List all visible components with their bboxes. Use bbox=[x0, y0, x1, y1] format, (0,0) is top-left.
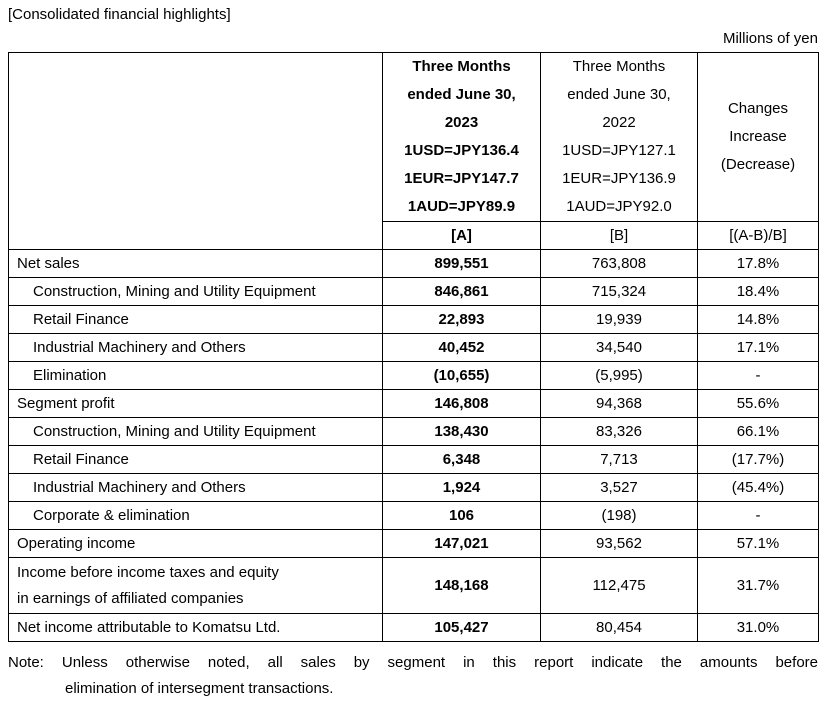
value-b: 112,475 bbox=[540, 557, 698, 614]
header-line: 1AUD=JPY92.0 bbox=[566, 198, 672, 215]
value-b: 19,939 bbox=[540, 305, 698, 334]
value-b: 3,527 bbox=[540, 473, 698, 502]
row-label: Segment profit bbox=[8, 389, 383, 418]
value-a: (10,655) bbox=[382, 361, 541, 390]
value-a: 147,021 bbox=[382, 529, 541, 558]
row-label: Income before income taxes and equity in… bbox=[8, 557, 383, 614]
value-b: (5,995) bbox=[540, 361, 698, 390]
header-line: 2022 bbox=[602, 114, 636, 131]
value-a: 146,808 bbox=[382, 389, 541, 418]
value-change: 18.4% bbox=[697, 277, 819, 306]
footnote: Note: Unless otherwise noted, all sales … bbox=[8, 650, 818, 702]
value-a: 138,430 bbox=[382, 417, 541, 446]
header-line: Increase bbox=[729, 128, 787, 145]
table-row: Construction, Mining and Utility Equipme… bbox=[8, 417, 819, 446]
footnote-line: elimination of intersegment transactions… bbox=[65, 680, 334, 697]
row-label: Elimination bbox=[8, 361, 383, 390]
row-label: Retail Finance bbox=[8, 445, 383, 474]
value-a: 1,924 bbox=[382, 473, 541, 502]
value-a: 899,551 bbox=[382, 249, 541, 278]
value-change: 57.1% bbox=[697, 529, 819, 558]
value-change: (45.4%) bbox=[697, 473, 819, 502]
footnote-line: Note: Unless otherwise noted, all sales … bbox=[8, 654, 818, 671]
header-line: Three Months bbox=[412, 58, 511, 75]
value-a: 105,427 bbox=[382, 613, 541, 642]
value-b: 83,326 bbox=[540, 417, 698, 446]
header-period-2022: Three Months ended June 30, 2022 1USD=JP… bbox=[540, 52, 698, 222]
table-row: Retail Finance 6,348 7,713 (17.7%) bbox=[8, 445, 819, 474]
header-line: 1AUD=JPY89.9 bbox=[407, 198, 516, 215]
table-row: Construction, Mining and Utility Equipme… bbox=[8, 277, 819, 306]
value-change: - bbox=[697, 501, 819, 530]
value-a: 846,861 bbox=[382, 277, 541, 306]
header-line: 1USD=JPY136.4 bbox=[404, 142, 519, 159]
column-tag-a: [A] bbox=[382, 221, 541, 250]
column-tag-b: [B] bbox=[540, 221, 698, 250]
financial-highlights-table: Three Months ended June 30, 2023 1USD=JP… bbox=[8, 52, 819, 642]
header-line: Changes bbox=[727, 100, 789, 117]
header-line: 2023 bbox=[444, 114, 479, 131]
value-b: 763,808 bbox=[540, 249, 698, 278]
table-row: Retail Finance 22,893 19,939 14.8% bbox=[8, 305, 819, 334]
table-row: Industrial Machinery and Others 40,452 3… bbox=[8, 333, 819, 362]
row-label: Net income attributable to Komatsu Ltd. bbox=[8, 613, 383, 642]
row-label: Construction, Mining and Utility Equipme… bbox=[8, 417, 383, 446]
value-b: (198) bbox=[540, 501, 698, 530]
row-label-line: in earnings of affiliated companies bbox=[17, 589, 244, 607]
value-change: - bbox=[697, 361, 819, 390]
value-change: 17.1% bbox=[697, 333, 819, 362]
header-row-tags: [A] [B] [(A-B)/B] bbox=[9, 221, 819, 250]
table-row: Segment profit 146,808 94,368 55.6% bbox=[8, 389, 819, 418]
table-row: Elimination (10,655) (5,995) - bbox=[8, 361, 819, 390]
row-label: Retail Finance bbox=[8, 305, 383, 334]
value-change: 55.6% bbox=[697, 389, 819, 418]
value-change: 31.0% bbox=[697, 613, 819, 642]
value-change: (17.7%) bbox=[697, 445, 819, 474]
row-label: Industrial Machinery and Others bbox=[8, 473, 383, 502]
value-a: 148,168 bbox=[382, 557, 541, 614]
value-change: 31.7% bbox=[697, 557, 819, 614]
value-b: 93,562 bbox=[540, 529, 698, 558]
unit-label: Millions of yen bbox=[722, 30, 818, 47]
row-label: Industrial Machinery and Others bbox=[8, 333, 383, 362]
header-row-periods: Three Months ended June 30, 2023 1USD=JP… bbox=[8, 52, 819, 250]
value-b: 94,368 bbox=[540, 389, 698, 418]
value-b: 34,540 bbox=[540, 333, 698, 362]
header-line: 1EUR=JPY136.9 bbox=[562, 170, 676, 187]
header-changes: Changes Increase (Decrease) bbox=[697, 52, 819, 222]
table-row: Income before income taxes and equity in… bbox=[8, 557, 819, 614]
value-change: 17.8% bbox=[697, 249, 819, 278]
table-row: Operating income 147,021 93,562 57.1% bbox=[8, 529, 819, 558]
table-row: Industrial Machinery and Others 1,924 3,… bbox=[8, 473, 819, 502]
value-b: 715,324 bbox=[540, 277, 698, 306]
value-a: 40,452 bbox=[382, 333, 541, 362]
header-period-2023: Three Months ended June 30, 2023 1USD=JP… bbox=[382, 52, 541, 222]
table-row: Net income attributable to Komatsu Ltd. … bbox=[8, 613, 819, 642]
row-label: Net sales bbox=[8, 249, 383, 278]
value-b: 7,713 bbox=[540, 445, 698, 474]
row-label: Operating income bbox=[8, 529, 383, 558]
value-b: 80,454 bbox=[540, 613, 698, 642]
header-line: 1EUR=JPY147.7 bbox=[404, 170, 519, 187]
value-change: 66.1% bbox=[697, 417, 819, 446]
value-change: 14.8% bbox=[697, 305, 819, 334]
row-label: Construction, Mining and Utility Equipme… bbox=[8, 277, 383, 306]
header-line: ended June 30, bbox=[567, 86, 671, 103]
page-title: [Consolidated financial highlights] bbox=[8, 6, 231, 23]
table-row: Net sales 899,551 763,808 17.8% bbox=[8, 249, 819, 278]
row-label: Corporate & elimination bbox=[8, 501, 383, 530]
header-line: ended June 30, bbox=[407, 86, 516, 103]
header-line: (Decrease) bbox=[720, 156, 796, 173]
table-row: Corporate & elimination 106 (198) - bbox=[8, 501, 819, 530]
value-a: 106 bbox=[382, 501, 541, 530]
value-a: 6,348 bbox=[382, 445, 541, 474]
header-blank-cell bbox=[8, 52, 383, 250]
header-line: 1USD=JPY127.1 bbox=[562, 142, 676, 159]
column-tag-changes: [(A-B)/B] bbox=[697, 221, 819, 250]
row-label-line: Income before income taxes and equity bbox=[17, 563, 279, 581]
header-line: Three Months bbox=[572, 58, 666, 75]
value-a: 22,893 bbox=[382, 305, 541, 334]
